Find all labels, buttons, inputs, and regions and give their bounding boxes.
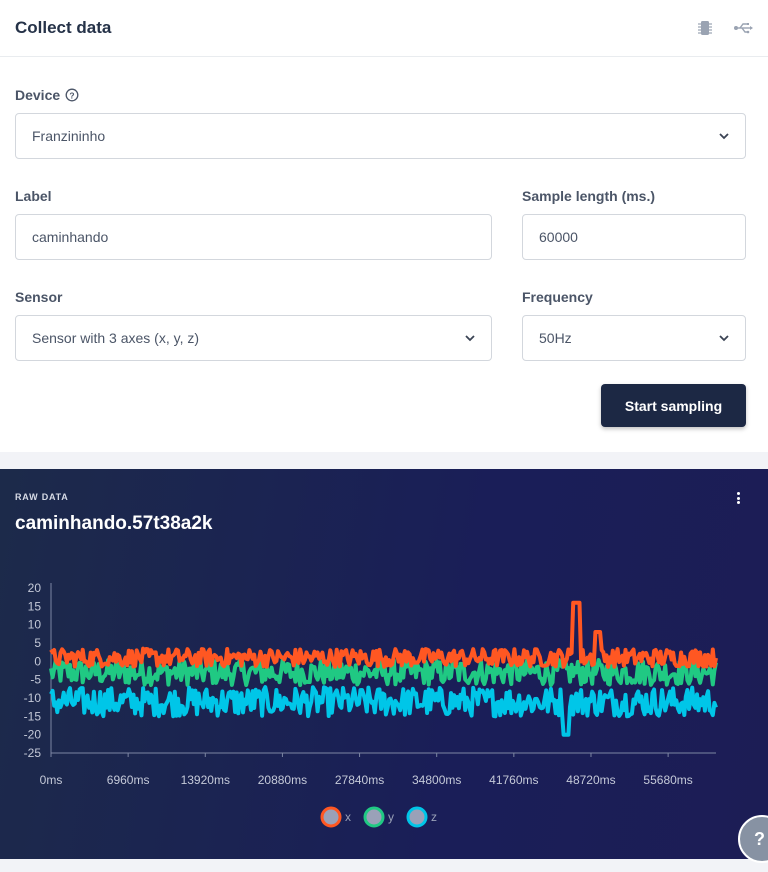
sample-title: caminhando.57t38a2k <box>15 513 213 534</box>
raw-data-chart: 20 15 10 5 0 -5 -10 -15 -20 -25 0ms 6960ms 13920ms 20… <box>24 581 718 828</box>
sensor-select[interactable]: Sensor with 3 axes (x, y, z) <box>15 315 492 361</box>
chevron-down-icon <box>719 334 729 342</box>
legend-marker-y[interactable] <box>363 806 385 828</box>
device-label: Device ? <box>15 87 79 103</box>
help-circle-icon[interactable]: ? <box>65 88 79 102</box>
chip-icon[interactable] <box>695 18 715 38</box>
x-tick-label: 34800ms <box>412 773 461 787</box>
sample-length-label: Sample length (ms.) <box>522 188 656 204</box>
legend-label-y[interactable]: y <box>388 810 394 824</box>
x-tick-label: 27840ms <box>335 773 384 787</box>
y-tick-label: -5 <box>30 673 41 687</box>
card-header: Collect data <box>0 0 768 57</box>
x-tick-label: 20880ms <box>258 773 307 787</box>
legend-label-z[interactable]: z <box>431 810 437 824</box>
start-sampling-button[interactable]: Start sampling <box>601 384 746 427</box>
y-tick-label: -10 <box>24 691 42 705</box>
sensor-label: Sensor <box>15 289 63 305</box>
y-tick-label: -15 <box>24 709 42 723</box>
svg-text:?: ? <box>70 90 75 100</box>
legend-label-x[interactable]: x <box>345 810 351 824</box>
y-tick-label: 10 <box>28 618 42 632</box>
y-tick-label: 15 <box>28 599 42 613</box>
label-input[interactable]: caminhando <box>15 214 492 260</box>
series-line-x <box>49 600 718 669</box>
raw-data-panel: RAW DATA caminhando.57t38a2k 20 15 10 5 0 -5 -… <box>0 469 768 859</box>
x-tick-label: 55680ms <box>643 773 692 787</box>
x-tick-label: 48720ms <box>566 773 615 787</box>
raw-data-caption: RAW DATA <box>15 492 69 502</box>
x-tick-label: 0ms <box>40 773 63 787</box>
series-line-y <box>49 657 718 688</box>
usb-icon[interactable] <box>733 18 753 38</box>
page-title: Collect data <box>15 18 112 37</box>
sample-length-input[interactable]: 60000 <box>522 214 746 260</box>
device-select[interactable]: Franzininho <box>15 113 746 159</box>
chevron-down-icon <box>465 334 475 342</box>
y-tick-label: 20 <box>28 581 42 595</box>
legend-marker-x[interactable] <box>320 806 342 828</box>
y-tick-label: 5 <box>34 636 41 650</box>
series-line-z <box>49 685 718 737</box>
chevron-down-icon <box>719 132 729 140</box>
y-tick-label: -20 <box>24 728 42 742</box>
collect-data-card: Collect data Device ? Franzininho Label … <box>0 0 768 452</box>
legend-marker-z[interactable] <box>406 806 428 828</box>
y-tick-label: 0 <box>34 654 41 668</box>
x-tick-label: 41760ms <box>489 773 538 787</box>
frequency-label: Frequency <box>522 289 593 305</box>
label-field-label: Label <box>15 188 52 204</box>
frequency-select[interactable]: 50Hz <box>522 315 746 361</box>
y-tick-label: -25 <box>24 746 42 760</box>
more-options-icon[interactable] <box>731 490 745 506</box>
x-tick-label: 13920ms <box>181 773 230 787</box>
x-tick-label: 6960ms <box>107 773 150 787</box>
